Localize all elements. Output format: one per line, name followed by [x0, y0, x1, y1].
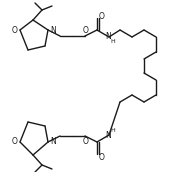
- Text: O: O: [83, 137, 89, 147]
- Text: N: N: [50, 137, 56, 147]
- Text: H: H: [111, 39, 115, 44]
- Text: O: O: [12, 25, 18, 35]
- Text: O: O: [12, 137, 18, 147]
- Text: N: N: [50, 25, 56, 35]
- Text: O: O: [83, 25, 89, 35]
- Text: N: N: [105, 31, 111, 40]
- Text: O: O: [99, 153, 105, 163]
- Text: O: O: [99, 12, 105, 20]
- Text: N: N: [105, 132, 111, 141]
- Text: H: H: [111, 128, 115, 133]
